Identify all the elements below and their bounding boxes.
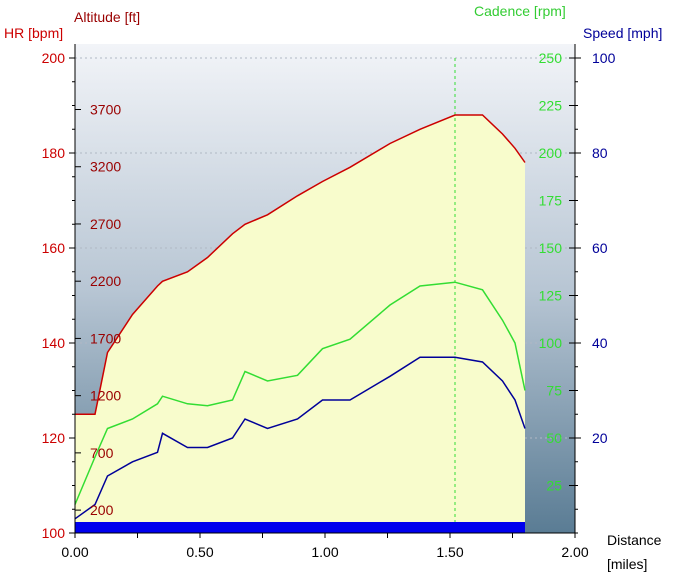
altitude-tick-label: 3700 [90, 102, 121, 118]
hr-tick-label: 160 [42, 240, 66, 256]
distance-tick-label: 0.50 [186, 544, 213, 560]
distance-tick-label: 1.00 [311, 544, 338, 560]
altitude-tick-label: 2700 [90, 216, 121, 232]
distance-axis-title: Distance [607, 532, 662, 548]
cadence-tick-label: 75 [546, 383, 562, 399]
altitude-tick-label: 2200 [90, 273, 121, 289]
cadence-tick-label: 25 [546, 478, 562, 494]
hr-tick-label: 120 [42, 430, 66, 446]
altitude-tick-label: 200 [90, 502, 114, 518]
distance-axis-unit: [miles] [607, 556, 647, 572]
hr-tick-label: 140 [42, 335, 66, 351]
speed-tick-label: 20 [592, 430, 608, 446]
baseline-band [75, 522, 525, 533]
speed-tick-label: 80 [592, 145, 608, 161]
cadence-tick-label: 150 [539, 240, 563, 256]
cadence-tick-label: 50 [546, 430, 562, 446]
plot-area [75, 58, 525, 533]
altitude-tick-label: 1200 [90, 388, 121, 404]
altitude-axis-title: Altitude [ft] [74, 9, 140, 25]
series-line-speed [74, 356, 526, 520]
hr-tick-label: 100 [42, 525, 66, 541]
cadence-tick-label: 175 [539, 193, 563, 209]
hr-tick-label: 200 [42, 50, 66, 66]
area-fill [75, 115, 525, 533]
speed-tick-label: 100 [592, 50, 616, 66]
altitude-tick-label: 3200 [90, 159, 121, 175]
altitude-tick-label: 700 [90, 445, 114, 461]
series-lines [74, 114, 526, 533]
cadence-tick-label: 200 [539, 145, 563, 161]
speed-tick-label: 40 [592, 335, 608, 351]
altitude-tick-label: 1700 [90, 330, 121, 346]
speed-axis-title: Speed [mph] [583, 25, 662, 41]
distance-tick-label: 2.00 [561, 544, 588, 560]
cadence-tick-label: 225 [539, 98, 563, 114]
axes: 100 120 140 160 180 200 200 700 1200 1700 2200 2700… [42, 44, 616, 560]
speed-tick-label: 60 [592, 240, 608, 256]
distance-tick-label: 0.00 [61, 544, 88, 560]
cadence-tick-label: 250 [539, 50, 563, 66]
cadence-tick-label: 100 [539, 335, 563, 351]
hr-tick-label: 180 [42, 145, 66, 161]
series-line-cadence [74, 281, 526, 505]
series-line-hr [75, 114, 526, 416]
hr-axis-title: HR [bpm] [4, 25, 63, 41]
cadence-axis-title: Cadence [rpm] [474, 3, 566, 19]
cadence-tick-label: 125 [539, 288, 563, 304]
distance-tick-label: 1.50 [436, 544, 463, 560]
